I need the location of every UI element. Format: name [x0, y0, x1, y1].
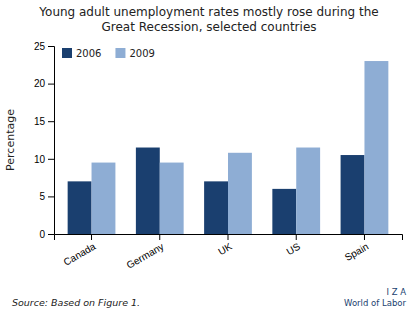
bar [341, 155, 365, 234]
annotation-line: Source: Based on Figure 1. [12, 297, 140, 308]
y-axis: 0 5 10 15 20 25 [34, 41, 55, 240]
legend-swatch [62, 48, 72, 58]
y-tick-mark [48, 121, 54, 122]
x-tick: US [285, 234, 303, 257]
bar [68, 181, 92, 234]
x-tick: Spain [343, 234, 371, 263]
y-tick: 15 [34, 116, 54, 127]
x-tick-mark [364, 234, 365, 240]
bar [272, 189, 296, 234]
x-tick-mark [296, 234, 297, 240]
title-line: Great Recession, selected countries [101, 20, 316, 34]
y-tick-label: 25 [34, 41, 46, 52]
x-axis-line [55, 235, 403, 241]
bar [92, 163, 116, 234]
legend-label: 2009 [129, 48, 154, 59]
x-tick-label: Spain [343, 241, 371, 263]
bar [228, 153, 252, 234]
series-0 [68, 148, 365, 234]
bar [204, 181, 228, 234]
annotation: Source: Based on Figure 1. [12, 297, 140, 308]
bars [68, 61, 389, 234]
y-tick-label: 10 [34, 154, 46, 165]
x-tick: UK [216, 234, 234, 257]
y-axis-title: Percentage [4, 109, 17, 171]
bar [364, 61, 388, 234]
x-tick-mark [91, 234, 92, 240]
bar [296, 148, 320, 234]
chart-svg: 0 5 10 15 20 25 Canada Germany UK US Spain 2006 2009… [0, 0, 418, 314]
annotation: I Z AWorld of Labor [344, 287, 406, 308]
legend-label: 2006 [76, 48, 101, 59]
x-tick-label: UK [216, 241, 234, 258]
plot-area: 0 5 10 15 20 25 Canada Germany UK US Spain 2006 2009 [34, 41, 403, 271]
y-tick-label: 15 [34, 116, 46, 127]
y-axis-line [48, 47, 55, 235]
x-tick-label: Canada [62, 240, 98, 267]
legend-item: 2006 [62, 48, 101, 59]
y-tick: 25 [34, 41, 54, 52]
title: Young adult unemployment rates mostly ro… [38, 5, 378, 34]
y-tick: 20 [34, 78, 54, 89]
bar [160, 163, 184, 234]
y-tick: 0 [39, 229, 54, 240]
y-tick-mark [48, 234, 54, 235]
y-tick-mark [48, 196, 54, 197]
y-tick-mark [48, 84, 54, 85]
title-line: Young adult unemployment rates mostly ro… [38, 5, 378, 19]
annotation-line: World of Labor [344, 298, 406, 308]
x-tick: Canada [62, 234, 98, 268]
y-tick-mark [48, 46, 54, 47]
x-tick-mark [228, 234, 229, 240]
legend-swatch [115, 48, 125, 58]
bar [136, 148, 160, 234]
y-tick: 10 [34, 154, 54, 165]
y-tick: 5 [39, 191, 54, 202]
y-tick-label: 20 [34, 78, 46, 89]
y-tick-label: 5 [39, 191, 45, 202]
series-1 [92, 61, 389, 234]
y-tick-label: 0 [39, 229, 45, 240]
x-tick-label: Germany [125, 241, 166, 271]
x-axis: Canada Germany UK US Spain [55, 234, 403, 271]
x-tick-mark [159, 234, 160, 240]
y-tick-mark [48, 159, 54, 160]
legend-item: 2009 [115, 48, 154, 59]
legend: 2006 2009 [62, 48, 155, 59]
annotation-line: I Z A [386, 287, 406, 297]
x-tick-label: US [285, 241, 303, 258]
x-tick: Germany [125, 234, 166, 271]
